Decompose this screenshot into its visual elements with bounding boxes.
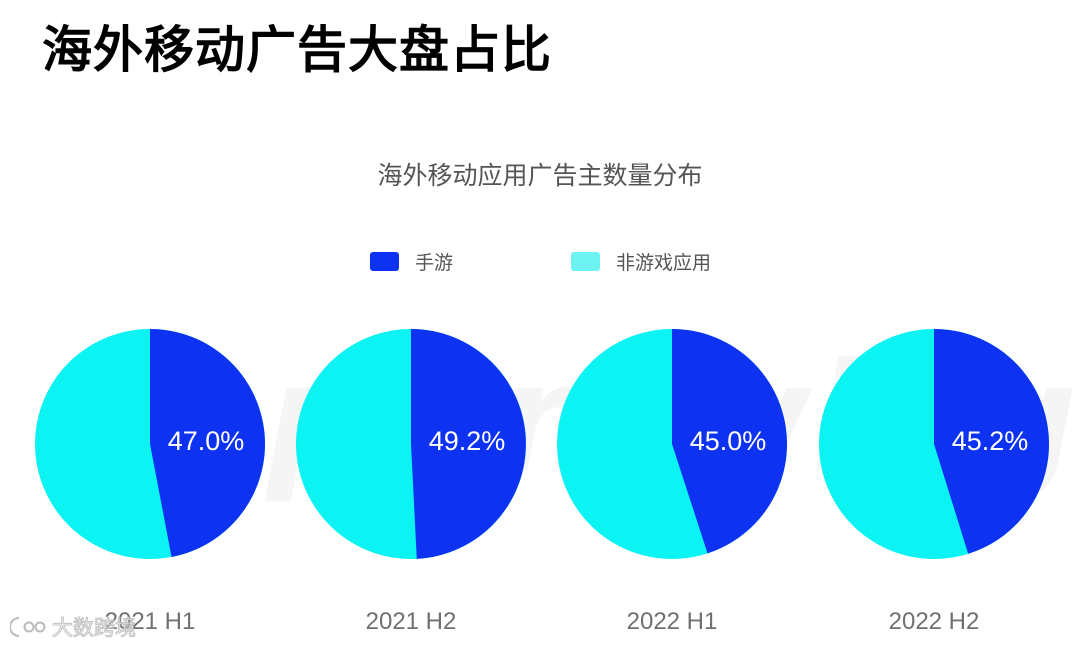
legend-swatch-non-game bbox=[571, 251, 600, 271]
pie-chart-1: 47.0% 2021 H1 bbox=[35, 329, 265, 635]
legend-item-non-game[interactable]: 非游戏应用 bbox=[571, 249, 712, 274]
pie-chart-2: 49.2% 2021 H2 bbox=[296, 329, 526, 635]
pie-category-label: 2022 H2 bbox=[889, 608, 980, 635]
legend-item-game[interactable]: 手游 bbox=[370, 249, 454, 274]
legend-label-non-game: 非游戏应用 bbox=[616, 251, 712, 274]
pie-slice-game[interactable] bbox=[672, 329, 787, 554]
pie-slice-game[interactable] bbox=[934, 329, 1050, 554]
pie-value-label: 45.2% bbox=[952, 426, 1029, 456]
pie-value-label: 45.0% bbox=[690, 426, 767, 456]
pie-value-label: 47.0% bbox=[168, 426, 245, 456]
pie-slice-game[interactable] bbox=[150, 329, 265, 557]
pie-chart-3: 45.0% 2022 H1 bbox=[557, 329, 787, 635]
legend-label-game: 手游 bbox=[415, 251, 454, 274]
pie-chart-4: 45.2% 2022 H2 bbox=[819, 329, 1050, 635]
brand-mark: 大数跨境 bbox=[10, 612, 137, 642]
legend-swatch-game bbox=[370, 251, 399, 271]
pie-category-label: 2021 H1 bbox=[105, 608, 196, 635]
pie-category-label: 2021 H2 bbox=[366, 608, 457, 635]
pie-slice-game[interactable] bbox=[411, 329, 526, 559]
brand-mark-text: 大数跨境 bbox=[52, 616, 137, 641]
chart-title: 海外移动应用广告主数量分布 bbox=[377, 161, 703, 190]
pie-value-label: 49.2% bbox=[429, 426, 506, 456]
page-title: 海外移动广告大盘占比 bbox=[42, 21, 552, 79]
pie-category-label: 2022 H1 bbox=[627, 608, 718, 635]
brand-logo-icon bbox=[10, 617, 46, 637]
